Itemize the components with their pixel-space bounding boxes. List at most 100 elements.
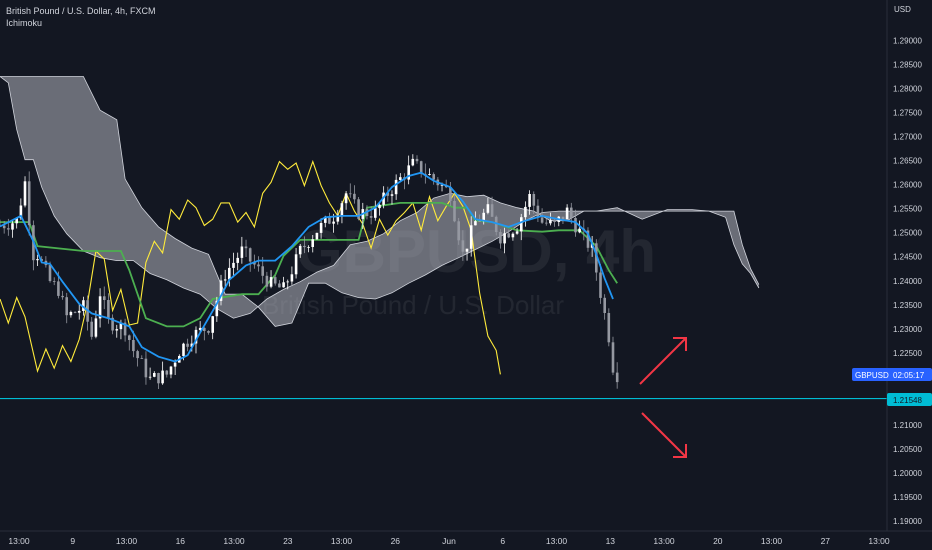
watermark-name: British Pound / U.S. Dollar xyxy=(262,290,564,320)
direction-arrows[interactable] xyxy=(639,337,687,458)
candle xyxy=(311,235,314,253)
arrow-down-icon[interactable] xyxy=(641,412,687,458)
candle xyxy=(586,227,590,252)
candle xyxy=(273,275,277,286)
candle xyxy=(198,321,202,333)
price-tick-label: 1.26500 xyxy=(893,157,922,166)
price-tick-label: 1.21000 xyxy=(893,421,922,430)
candle xyxy=(315,232,319,240)
candle xyxy=(286,279,289,290)
candle xyxy=(153,371,156,378)
candle xyxy=(607,308,611,347)
candle xyxy=(353,185,356,204)
candle xyxy=(386,186,390,202)
candle xyxy=(553,219,556,227)
price-tick-label: 1.28500 xyxy=(893,61,922,70)
candle xyxy=(69,310,73,318)
candle xyxy=(232,252,235,278)
candle xyxy=(36,254,39,266)
candle xyxy=(157,372,160,389)
candle xyxy=(123,318,127,342)
candle xyxy=(611,336,615,376)
candle xyxy=(103,286,106,310)
candle xyxy=(278,280,281,288)
time-tick-label: 20 xyxy=(713,536,723,546)
time-tick-label: 13:00 xyxy=(8,536,30,546)
time-tick-label: 13:00 xyxy=(116,536,138,546)
candle xyxy=(319,218,323,239)
candle xyxy=(244,239,248,257)
price-tick-label: 1.24000 xyxy=(893,277,922,286)
candle xyxy=(77,303,81,320)
conversion-line xyxy=(0,171,614,363)
price-tick-label: 1.19500 xyxy=(893,493,922,502)
candle xyxy=(549,212,552,226)
time-tick-label: 13:00 xyxy=(223,536,245,546)
time-tick-label: 13:00 xyxy=(331,536,353,546)
level-tag-value: 1.21548 xyxy=(893,396,922,405)
candle xyxy=(111,314,114,335)
candle xyxy=(415,155,419,164)
candle xyxy=(169,365,173,379)
candle xyxy=(215,296,219,322)
time-tick-label: 23 xyxy=(283,536,293,546)
cloud-fill xyxy=(0,76,759,327)
base-line-path xyxy=(0,202,618,328)
candle xyxy=(27,171,31,236)
candle xyxy=(61,290,64,300)
candle xyxy=(394,174,398,200)
arrow-up-icon[interactable] xyxy=(639,337,687,385)
time-tick-label: 9 xyxy=(70,536,75,546)
current-price-tag: GBPUSD 02:05:17 xyxy=(852,368,932,381)
candle xyxy=(23,176,27,208)
candle xyxy=(469,216,473,257)
candle xyxy=(565,204,569,220)
candle xyxy=(344,191,348,210)
candle xyxy=(73,311,77,314)
candle xyxy=(290,266,294,285)
candle xyxy=(11,220,14,238)
price-tick-label: 1.29000 xyxy=(893,37,922,46)
candle xyxy=(165,370,169,378)
candle xyxy=(15,217,18,229)
candle xyxy=(186,338,189,352)
time-tick-label: 13:00 xyxy=(653,536,675,546)
candle xyxy=(520,213,523,241)
price-tick-label: 1.20000 xyxy=(893,469,922,478)
candle xyxy=(136,349,139,367)
candle xyxy=(453,194,456,223)
candle xyxy=(240,236,244,264)
chart-title[interactable]: British Pound / U.S. Dollar, 4h, FXCM xyxy=(6,6,156,16)
candle xyxy=(599,264,602,304)
candle xyxy=(248,247,252,272)
candle xyxy=(307,245,310,253)
indicator-label[interactable]: Ichimoku xyxy=(6,18,43,28)
candle xyxy=(390,190,394,205)
candle xyxy=(90,317,93,340)
price-tick-label: 1.28000 xyxy=(893,85,922,94)
candle xyxy=(269,270,273,289)
candle xyxy=(432,172,435,185)
candle xyxy=(419,160,423,178)
candle xyxy=(494,215,498,236)
candle xyxy=(511,232,515,241)
candle xyxy=(503,227,506,254)
candle xyxy=(161,361,164,385)
candle xyxy=(257,256,260,272)
candle xyxy=(236,252,239,271)
candle xyxy=(2,221,6,234)
price-axis[interactable] xyxy=(886,0,932,531)
price-tag-symbol: GBPUSD xyxy=(855,371,889,380)
candle xyxy=(428,168,431,176)
price-tick-label: 1.23000 xyxy=(893,325,922,334)
candle xyxy=(65,292,68,324)
candle xyxy=(461,230,465,261)
candle xyxy=(52,277,56,286)
price-tag-countdown: 02:05:17 xyxy=(893,371,925,380)
candle xyxy=(490,196,494,217)
leading-span-b xyxy=(0,76,760,327)
price-tick-label: 1.19000 xyxy=(893,517,922,526)
time-tick-label: Jun xyxy=(442,536,456,546)
ichimoku-cloud xyxy=(0,76,760,327)
